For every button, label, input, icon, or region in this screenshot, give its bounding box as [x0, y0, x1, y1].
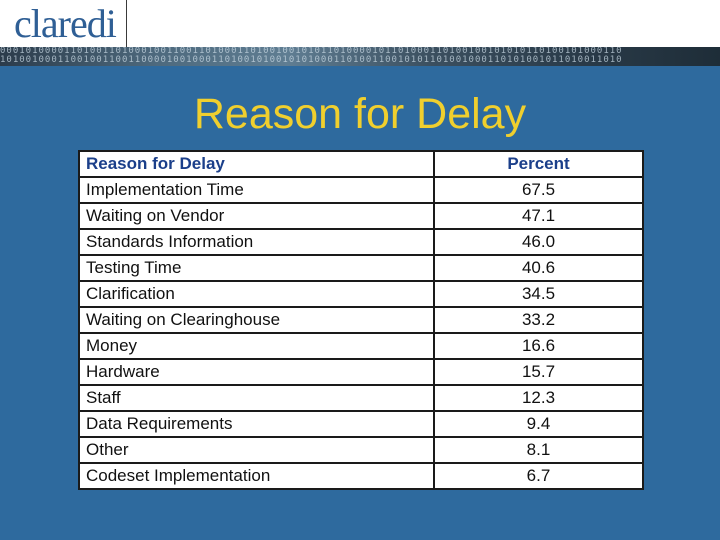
percent-cell: 8.1	[433, 436, 644, 464]
delay-table: Reason for Delay Percent Implementation …	[78, 150, 644, 490]
table-row: Clarification 34.5	[78, 280, 644, 308]
binary-decoration-strip: 0001010000110100110100010011001101000110…	[0, 47, 720, 66]
percent-cell: 33.2	[433, 306, 644, 334]
reason-cell: Codeset Implementation	[78, 462, 435, 490]
column-header-percent: Percent	[433, 150, 644, 178]
reason-cell: Staff	[78, 384, 435, 412]
reason-cell: Waiting on Vendor	[78, 202, 435, 230]
table-row: Other 8.1	[78, 436, 644, 464]
claredi-logo: claredi	[14, 1, 117, 46]
table-row: Waiting on Vendor 47.1	[78, 202, 644, 230]
percent-cell: 67.5	[433, 176, 644, 204]
reason-cell: Standards Information	[78, 228, 435, 256]
percent-cell: 46.0	[433, 228, 644, 256]
reason-cell: Money	[78, 332, 435, 360]
slide-title: Reason for Delay	[193, 90, 527, 138]
table-row: Data Requirements 9.4	[78, 410, 644, 438]
reason-cell: Clarification	[78, 280, 435, 308]
table-row: Testing Time 40.6	[78, 254, 644, 282]
table-row: Waiting on Clearinghouse 33.2	[78, 306, 644, 334]
percent-cell: 6.7	[433, 462, 644, 490]
percent-cell: 47.1	[433, 202, 644, 230]
table-header-row: Reason for Delay Percent	[78, 150, 644, 178]
reason-cell: Data Requirements	[78, 410, 435, 438]
table-row: Hardware 15.7	[78, 358, 644, 386]
reason-cell: Other	[78, 436, 435, 464]
table-row: Standards Information 46.0	[78, 228, 644, 256]
percent-cell: 9.4	[433, 410, 644, 438]
reason-cell: Hardware	[78, 358, 435, 386]
percent-cell: 15.7	[433, 358, 644, 386]
table-row: Implementation Time 67.5	[78, 176, 644, 204]
column-header-reason: Reason for Delay	[78, 150, 435, 178]
header-banner: claredi 00010100001101001101000100110011…	[0, 0, 720, 66]
percent-cell: 12.3	[433, 384, 644, 412]
percent-cell: 16.6	[433, 332, 644, 360]
table-row: Money 16.6	[78, 332, 644, 360]
reason-cell: Testing Time	[78, 254, 435, 282]
table-row: Staff 12.3	[78, 384, 644, 412]
percent-cell: 40.6	[433, 254, 644, 282]
reason-cell: Waiting on Clearinghouse	[78, 306, 435, 334]
percent-cell: 34.5	[433, 280, 644, 308]
table-row: Codeset Implementation 6.7	[78, 462, 644, 490]
header-white-panel	[126, 0, 720, 47]
reason-cell: Implementation Time	[78, 176, 435, 204]
